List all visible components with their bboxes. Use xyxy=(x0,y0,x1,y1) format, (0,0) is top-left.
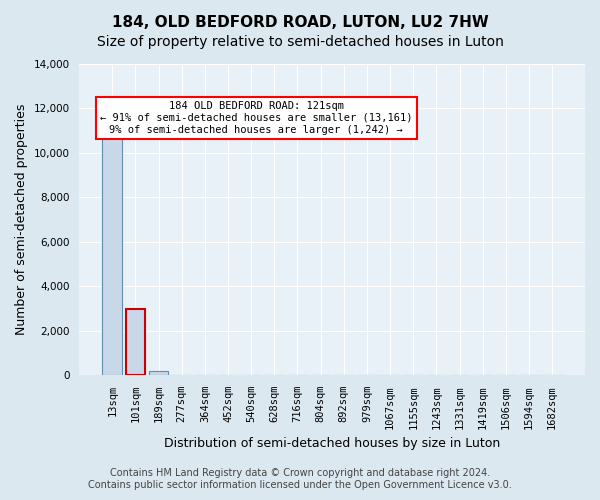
Bar xyxy=(149,370,169,375)
Y-axis label: Number of semi-detached properties: Number of semi-detached properties xyxy=(15,104,28,336)
Text: Contains HM Land Registry data © Crown copyright and database right 2024.
Contai: Contains HM Land Registry data © Crown c… xyxy=(88,468,512,490)
Text: 184, OLD BEDFORD ROAD, LUTON, LU2 7HW: 184, OLD BEDFORD ROAD, LUTON, LU2 7HW xyxy=(112,15,488,30)
Bar xyxy=(103,122,122,375)
Text: Size of property relative to semi-detached houses in Luton: Size of property relative to semi-detach… xyxy=(97,35,503,49)
Text: 184 OLD BEDFORD ROAD: 121sqm
← 91% of semi-detached houses are smaller (13,161)
: 184 OLD BEDFORD ROAD: 121sqm ← 91% of se… xyxy=(100,102,413,134)
Bar xyxy=(125,308,145,375)
X-axis label: Distribution of semi-detached houses by size in Luton: Distribution of semi-detached houses by … xyxy=(164,437,500,450)
